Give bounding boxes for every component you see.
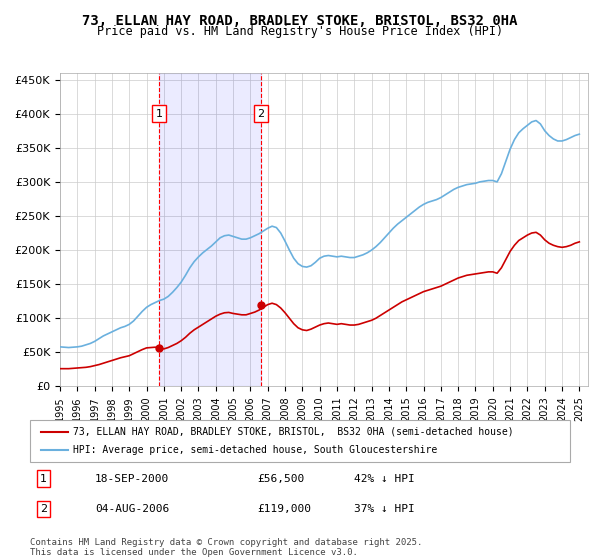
Text: 42% ↓ HPI: 42% ↓ HPI: [354, 474, 415, 484]
Text: 2: 2: [40, 504, 47, 514]
Text: 1: 1: [40, 474, 47, 484]
Text: 18-SEP-2000: 18-SEP-2000: [95, 474, 169, 484]
Text: 73, ELLAN HAY ROAD, BRADLEY STOKE, BRISTOL, BS32 0HA: 73, ELLAN HAY ROAD, BRADLEY STOKE, BRIST…: [82, 14, 518, 28]
Text: 73, ELLAN HAY ROAD, BRADLEY STOKE, BRISTOL,  BS32 0HA (semi-detached house): 73, ELLAN HAY ROAD, BRADLEY STOKE, BRIST…: [73, 427, 514, 437]
Text: 04-AUG-2006: 04-AUG-2006: [95, 504, 169, 514]
FancyBboxPatch shape: [30, 420, 570, 462]
Text: Price paid vs. HM Land Registry's House Price Index (HPI): Price paid vs. HM Land Registry's House …: [97, 25, 503, 38]
Text: Contains HM Land Registry data © Crown copyright and database right 2025.
This d: Contains HM Land Registry data © Crown c…: [30, 538, 422, 557]
Text: £119,000: £119,000: [257, 504, 311, 514]
Text: 2: 2: [257, 109, 264, 119]
Text: £56,500: £56,500: [257, 474, 304, 484]
Bar: [159, 73, 260, 386]
Text: 1: 1: [155, 109, 163, 119]
Text: 37% ↓ HPI: 37% ↓ HPI: [354, 504, 415, 514]
Text: HPI: Average price, semi-detached house, South Gloucestershire: HPI: Average price, semi-detached house,…: [73, 445, 437, 455]
